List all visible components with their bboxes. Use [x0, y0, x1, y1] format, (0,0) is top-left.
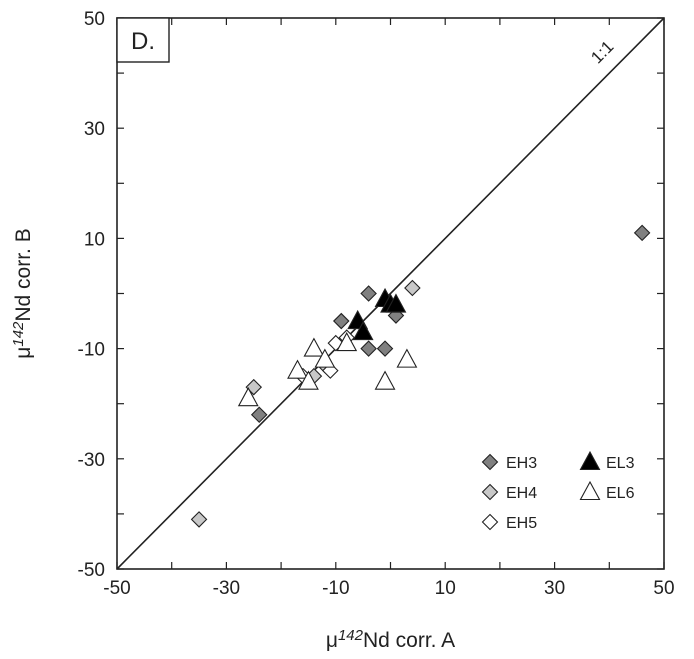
eh3-point [360, 340, 377, 357]
x-tick-label: -50 [103, 578, 130, 599]
y-tick-label: 10 [84, 229, 105, 250]
legend-marker-eh5 [481, 513, 499, 531]
legend-marker-el3 [579, 450, 601, 471]
legend-marker-eh4 [481, 483, 499, 501]
eh3-point [376, 340, 394, 357]
eh3-point [250, 406, 268, 423]
eh4-point [190, 511, 208, 528]
legend-item-eh3: EH3 [481, 453, 537, 472]
el6-point [298, 370, 319, 390]
y-axis-title-sup: 142 [10, 321, 27, 347]
y-tick-label: -30 [78, 450, 105, 471]
eh3-point [633, 224, 651, 242]
x-axis-title-rest: Nd corr. A [363, 629, 455, 652]
y-tick-label: 30 [84, 119, 105, 140]
panel-label-frame [116, 17, 170, 63]
panel-label: D. [131, 28, 155, 55]
x-tick-label: 50 [653, 578, 674, 599]
x-tick-label: -30 [213, 578, 240, 599]
el6-point [303, 337, 325, 357]
x-tick-label: -10 [322, 578, 349, 599]
legend-item-el6: EL6 [579, 480, 635, 502]
y-axis-title-rest: Nd corr. B [12, 228, 35, 321]
y-tick-label: -50 [78, 560, 105, 581]
legend-item-eh4: EH4 [481, 483, 537, 502]
legend-marker-eh3 [481, 453, 499, 471]
eh3-point [332, 312, 350, 330]
x-tick-label: 10 [435, 578, 456, 599]
x-tick-labels: -50 -30 -10 10 30 50 [103, 578, 674, 599]
el6-point [237, 387, 259, 407]
x-axis-title-mu: μ [326, 629, 338, 652]
el6-point [336, 331, 358, 352]
y-axis-title: μ142Nd corr. B [10, 228, 35, 359]
legend-marker-el6 [579, 480, 601, 501]
legend-label-eh3: EH3 [506, 455, 537, 472]
y-tick-label: -10 [78, 340, 105, 361]
y-tick-labels: -50 -30 -10 10 30 50 [78, 9, 105, 581]
el3-point [352, 320, 374, 341]
panel-label-box: D. [116, 17, 170, 63]
eh4-point [404, 279, 421, 297]
el6-point [396, 348, 418, 368]
el3-point [385, 293, 407, 313]
y-axis-title-mu: μ [12, 347, 35, 359]
x-tick-label: 30 [544, 578, 565, 599]
legend-label-el6: EL6 [606, 485, 635, 502]
legend-label-el3: EL3 [606, 455, 635, 472]
plot-frame [116, 17, 665, 570]
data-points [190, 224, 651, 528]
legend-item-eh5: EH5 [481, 513, 537, 532]
legend-item-el3: EL3 [579, 450, 635, 472]
eh3-point [360, 285, 377, 302]
el6-point [374, 370, 396, 390]
el6-point [314, 348, 336, 368]
x-axis-title-sup: 142 [338, 627, 364, 644]
x-axis-title: μ142Nd corr. A [326, 627, 455, 652]
legend-label-eh5: EH5 [506, 515, 537, 532]
legend-label-eh4: EH4 [506, 485, 537, 502]
y-tick-label: 50 [84, 9, 105, 30]
el6-point [287, 359, 308, 379]
one-to-one-label: 1:1 [587, 37, 617, 67]
legend: EH3 EH4 EH5 EL3 EL6 [481, 450, 635, 532]
